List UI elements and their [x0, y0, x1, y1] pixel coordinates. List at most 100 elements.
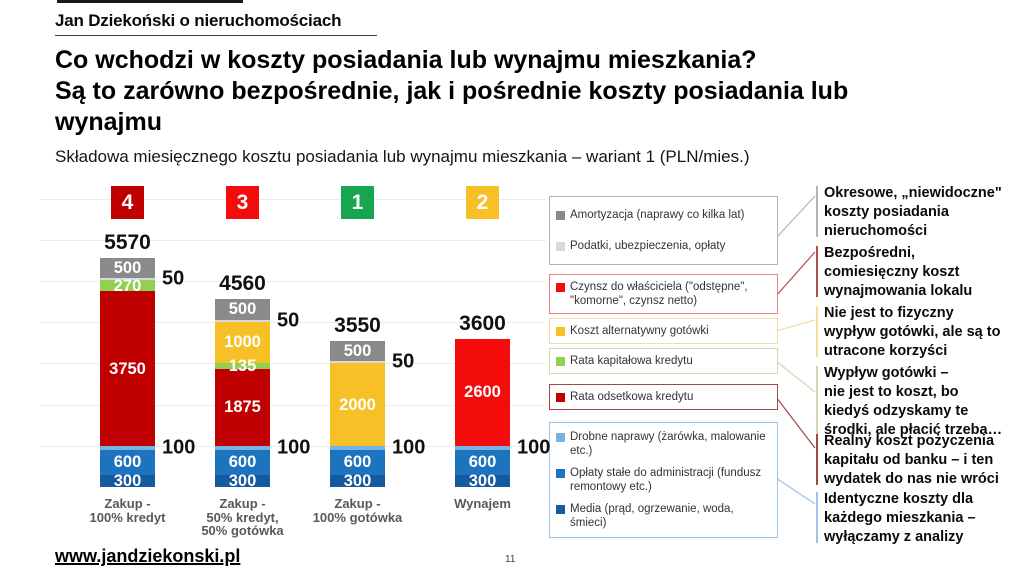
legend-item-odsetkowa: Rata odsetkowa kredytu — [556, 390, 771, 405]
bar-segment-podatki — [100, 278, 155, 281]
annotation-note: Wypływ gotówki – nie jest to koszt, bo k… — [824, 365, 1003, 438]
bar-segment-odsetkowa — [215, 368, 270, 446]
legend-item-label: Podatki, ubezpieczenia, opłaty — [570, 239, 726, 252]
annotation-tick — [816, 492, 818, 543]
page-title: Co wchodzi w koszty posiadania lub wynaj… — [55, 45, 975, 138]
bar-segment-media — [455, 474, 510, 487]
bar-segment-amortyzacja — [100, 257, 155, 279]
bar-segment-kapitalowa — [215, 363, 270, 369]
annotation-note: Identyczne koszty dla każdego mieszkania… — [824, 491, 976, 545]
website-link[interactable]: www.jandziekonski.pl — [55, 546, 241, 566]
segment-value-label: 1875 — [224, 398, 261, 417]
bar-category-label: Wynajem — [454, 496, 511, 511]
rank-badge: 2 — [466, 186, 499, 219]
annotation-note: Okresowe, „niewidoczne" koszty posiadani… — [824, 185, 1002, 239]
legend-item-amortyzacja: Amortyzacja (naprawy co kilka lat) — [556, 208, 771, 223]
legend-item-czynsz: Czynsz do właściciela ("odstępne", "komo… — [556, 280, 771, 309]
legend-item-podatki: Podatki, ubezpieczenia, opłaty — [556, 239, 771, 254]
legend-item-label: Czynsz do właściciela ("odstępne", "komo… — [570, 280, 748, 308]
bar-total-label: 5570 — [104, 230, 151, 254]
bar-segment-czynsz — [455, 338, 510, 446]
legend-swatch-icon — [556, 356, 565, 366]
legend-swatch-icon — [556, 468, 565, 478]
legend-item-alternatywny: Koszt alternatywny gotówki — [556, 324, 771, 339]
page-title-line-2: Są to zarówno bezpośrednie, jak i pośred… — [55, 77, 849, 105]
legend-item-kapitalowa: Rata kapitałowa kredytu — [556, 354, 771, 369]
gridline — [40, 239, 546, 241]
connector-line — [775, 251, 816, 297]
bar-segment-podatki — [215, 319, 270, 322]
bar-total-label: 3600 — [459, 311, 506, 335]
legend-item-label: Rata odsetkowa kredytu — [570, 390, 694, 403]
legend-group: Koszt alternatywny gotówki — [549, 318, 778, 344]
gridline — [40, 322, 546, 324]
bar-segment-podatki — [330, 361, 385, 364]
bar-segment-oplaty — [330, 449, 385, 475]
bar-category-label: Zakup - 100% kredyt — [89, 496, 166, 525]
segment-value-label: 600 — [228, 453, 257, 472]
gridline — [40, 281, 546, 282]
legend-swatch-icon — [556, 504, 565, 514]
legend-group: Drobne naprawy (żarówka, malowanie etc.)… — [549, 422, 778, 538]
brand-header: Jan Dziekoński o nieruchomościach — [55, 11, 342, 30]
segment-value-label: 270 — [113, 276, 142, 295]
bar-category-label: Zakup - 50% kredyt, 50% gotówka — [201, 496, 284, 538]
chart-title: Składowa miesięcznego kosztu posiadania … — [55, 147, 750, 166]
gridline — [40, 445, 546, 447]
connector-line — [775, 396, 816, 449]
bar-segment-kapitalowa — [100, 280, 155, 292]
legend-item-oplaty: Opłaty stałe do administracji (fundusz r… — [556, 466, 771, 495]
segment-value-label: 2600 — [464, 383, 501, 402]
bar-segment-drobne — [215, 445, 270, 450]
segment-value-label: 300 — [228, 471, 257, 490]
segment-value-label: 3750 — [109, 359, 146, 378]
segment-outside-label: 100 — [392, 436, 426, 459]
legend-item-label: Drobne naprawy (żarówka, malowanie etc.) — [570, 430, 766, 458]
segment-value-label: 500 — [343, 342, 372, 360]
legend-item-label: Koszt alternatywny gotówki — [570, 324, 709, 337]
segment-value-label: 500 — [228, 300, 257, 319]
legend-swatch-icon — [556, 282, 565, 292]
bar-segment-drobne — [100, 445, 155, 450]
legend-group: Czynsz do właściciela ("odstępne", "komo… — [549, 274, 778, 314]
bar-segment-media — [330, 474, 385, 487]
segment-outside-label: 100 — [277, 436, 311, 459]
bar-segment-oplaty — [215, 449, 270, 475]
gridline — [40, 363, 546, 365]
bar-total-label: 4560 — [219, 272, 266, 296]
segment-outside-label: 50 — [392, 350, 415, 373]
bar-segment-odsetkowa — [100, 291, 155, 446]
annotation-tick — [816, 306, 818, 357]
segment-value-label: 300 — [468, 471, 497, 490]
legend-item-label: Rata kapitałowa kredytu — [570, 354, 693, 367]
annotation-tick — [816, 246, 818, 297]
bar-segment-media — [215, 474, 270, 487]
legend-group: Rata kapitałowa kredytu — [549, 348, 778, 374]
page-title-line-1: Co wchodzi w koszty posiadania lub wynaj… — [55, 46, 757, 74]
legend-swatch-icon — [556, 211, 565, 220]
segment-value-label: 135 — [228, 356, 257, 375]
bar-segment-oplaty — [100, 449, 155, 475]
rank-badge: 1 — [341, 186, 374, 219]
bar-segment-drobne — [330, 445, 385, 450]
legend-item-label: Amortyzacja (naprawy co kilka lat) — [570, 209, 745, 221]
bar-total-label: 3550 — [334, 313, 381, 337]
segment-value-label: 2000 — [339, 395, 376, 414]
legend-swatch-icon — [556, 392, 565, 402]
segment-value-label: 500 — [113, 258, 142, 277]
legend-item-media: Media (prąd, ogrzewanie, woda, śmieci) — [556, 502, 771, 531]
connector-line — [775, 477, 816, 505]
legend-item-label: Media (prąd, ogrzewanie, woda, śmieci) — [570, 502, 734, 530]
bar-segment-amortyzacja — [330, 340, 385, 362]
segment-value-label: 300 — [113, 471, 142, 490]
annotation-note: Bezpośredni, comiesięczny koszt wynajmow… — [824, 245, 973, 299]
bar-segment-alternatywny — [215, 321, 270, 363]
bar-category-label: Zakup - 100% gotówka — [312, 496, 403, 525]
bar-segment-oplaty — [455, 449, 510, 475]
annotation-note: Nie jest to fizyczny wypływ gotówki, ale… — [824, 305, 1001, 359]
segment-outside-label: 50 — [277, 309, 300, 332]
legend-item-drobne: Drobne naprawy (żarówka, malowanie etc.) — [556, 430, 771, 459]
page-title-line-3: wynajmu — [55, 108, 162, 136]
bar-segment-amortyzacja — [215, 299, 270, 320]
